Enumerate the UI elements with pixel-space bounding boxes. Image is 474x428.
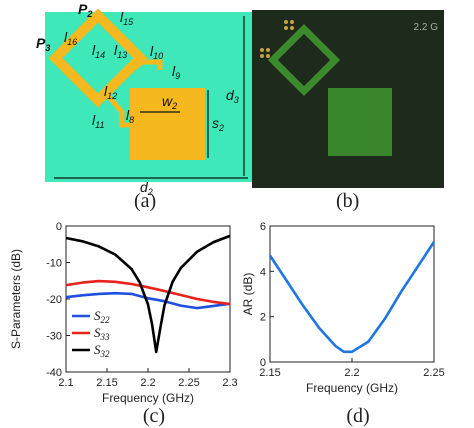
y-tick-label: -20 (46, 294, 62, 306)
legend-label-main: S (94, 342, 101, 357)
label-l10: l10 (150, 43, 163, 61)
dimension-labels: P2 P3 l15 l16 l14 l13 l10 l9 l12 l11 l8 … (36, 1, 239, 195)
x-tick-label: 2.15 (96, 377, 117, 389)
caption-a: (a) (134, 190, 157, 212)
series-line-s32 (65, 234, 231, 354)
label-l15: l15 (120, 9, 134, 27)
x-axis-label: Frequency (GHz) (306, 381, 398, 395)
legend-label-s22: S22 (94, 308, 110, 325)
x-tick-label: 2.2 (344, 367, 359, 379)
y-tick-label: 0 (56, 221, 62, 233)
x-tick-label: 2.1 (58, 377, 73, 389)
rotated-loop-feed (48, 8, 148, 108)
patch-s2 (130, 88, 205, 160)
panel-caption: (d) (346, 405, 369, 427)
y-tick-label: -10 (46, 258, 62, 270)
legend-label-s32: S32 (94, 342, 110, 359)
label-w2: w2 (162, 93, 177, 111)
label-d2: d2 (140, 179, 153, 195)
label-l14: l14 (92, 42, 105, 60)
label-l9: l9 (172, 63, 180, 81)
series-line-0 (268, 241, 436, 354)
s-parameters-chart: 2.1 2.15 2.2 2.25 2.3 0 -10 -20 -30 -40 Frequency … (9, 221, 238, 427)
legend-label-main: S (94, 325, 101, 340)
label-l16: l16 (64, 29, 77, 47)
caption-b: (b) (336, 190, 360, 212)
x-axis-label: Frequency (GHz) (102, 391, 194, 405)
y-axis-label: S-Parameters (dB) (9, 249, 23, 349)
label-l11: l11 (92, 112, 104, 130)
series-line-s22 (65, 291, 231, 310)
legend-label-sub: 22 (101, 315, 111, 325)
y-tick-label: 4 (260, 266, 266, 278)
series-line-s33 (65, 279, 231, 306)
x-tick-label: 2.25 (178, 377, 199, 389)
label-l8: l8 (126, 107, 134, 125)
legend-label-s33: S33 (94, 325, 110, 342)
board-patch (328, 88, 392, 156)
x-tick-label: 2.3 (222, 377, 237, 389)
axial-ratio-chart: 2.15 2.2 2.25 6 4 2 0 Frequency (GHz) AR (dB) (d) (241, 221, 445, 427)
y-tick-label: 6 (260, 221, 266, 233)
x-tick-label: 2.25 (423, 367, 444, 379)
x-tick-label: 2.15 (259, 367, 280, 379)
label-d3: d3 (226, 87, 239, 105)
y-tick-label: -40 (46, 367, 62, 379)
y-axis-label: AR (dB) (241, 273, 255, 316)
feed-line (120, 59, 163, 80)
x-tick-label: 2.2 (140, 377, 155, 389)
label-l13: l13 (114, 42, 127, 60)
board-corner-text: 2.2 G (414, 22, 439, 33)
legend-label-sub: 32 (100, 349, 111, 359)
connector-pads (260, 20, 294, 58)
y-tick-label: 0 (260, 357, 266, 369)
label-s2: s2 (212, 115, 224, 133)
antenna-layout-drawing: P2 P3 l15 l16 l14 l13 l10 l9 l12 l11 l8 … (36, 1, 252, 195)
legend-label-main: S (94, 308, 101, 323)
legend-label-sub: 33 (100, 332, 111, 342)
label-p3: P3 (36, 35, 50, 53)
panel-caption: (c) (143, 405, 165, 427)
feed-line-lower (106, 94, 130, 128)
label-p2: P2 (78, 1, 92, 19)
label-l12: l12 (104, 83, 117, 101)
board-loop-trace (267, 23, 341, 97)
fabricated-board-photo: 2.2 G (252, 10, 444, 188)
y-tick-label: 2 (260, 312, 266, 324)
y-tick-label: -30 (46, 331, 62, 343)
